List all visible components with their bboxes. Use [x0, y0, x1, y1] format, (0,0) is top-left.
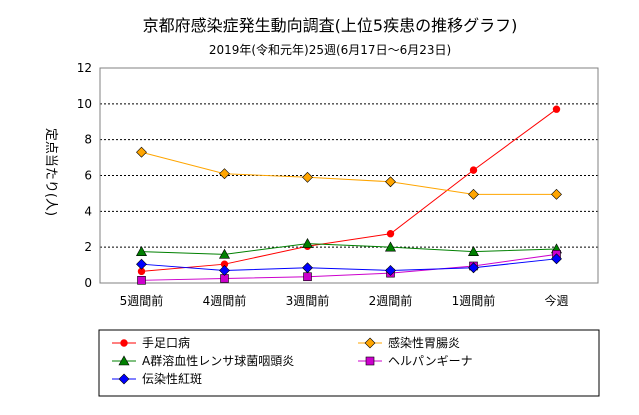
gridlines	[100, 103, 598, 248]
y-tick-label: 2	[84, 240, 92, 254]
x-tick-label: 2週間前	[369, 293, 413, 308]
data-point	[385, 176, 396, 188]
data-point	[135, 246, 148, 256]
x-tick-label: 5週間前	[120, 293, 164, 308]
y-tick-label: 6	[84, 169, 92, 183]
x-tick-label: 1週間前	[452, 293, 496, 308]
series-line	[141, 243, 557, 255]
data-point	[303, 272, 312, 282]
data-point	[136, 146, 147, 158]
legend-label: 伝染性紅斑	[142, 371, 202, 386]
legend-label: A群溶血性レンサ球菌咽頭炎	[142, 353, 294, 368]
data-point	[136, 258, 147, 270]
data-point	[302, 171, 313, 183]
data-point	[302, 262, 313, 274]
legend-label: 感染性胃腸炎	[388, 335, 460, 350]
data-point	[468, 262, 479, 274]
y-tick-label: 0	[84, 276, 92, 290]
series	[136, 146, 562, 200]
series-line	[141, 258, 557, 271]
y-tick-label: 4	[84, 204, 92, 218]
y-tick-label: 8	[84, 133, 92, 147]
series-group	[135, 105, 563, 285]
chart-subtitle: 2019年(令和元年)25週(6月17日～6月23日)	[209, 42, 451, 57]
y-axis: 0 2 4 6 8 10 12	[77, 61, 92, 290]
x-tick-label: 今週	[544, 293, 568, 308]
legend-item: 伝染性紅斑	[112, 371, 202, 386]
chart-title: 京都府感染症発生動向調査(上位5疾患の推移グラフ)	[143, 16, 518, 35]
data-point	[551, 188, 562, 200]
data-point	[301, 237, 314, 248]
legend-item: ヘルパンギーナ	[358, 354, 473, 368]
legend-label: ヘルパンギーナ	[388, 354, 473, 368]
data-point	[385, 265, 396, 276]
data-point	[469, 166, 478, 174]
data-point	[218, 248, 231, 259]
series-line	[141, 253, 557, 281]
data-point	[364, 337, 376, 349]
x-tick-label: 4週間前	[203, 293, 247, 308]
data-point	[386, 230, 395, 238]
series-line	[141, 108, 557, 272]
series	[136, 253, 562, 276]
legend-box	[98, 329, 600, 397]
legend-item: 感染性胃腸炎	[358, 335, 460, 350]
y-tick-label: 10	[77, 97, 92, 111]
series	[135, 237, 563, 259]
data-point	[551, 253, 562, 265]
data-point	[467, 246, 480, 256]
data-point	[219, 168, 230, 180]
x-axis: 5週間前 4週間前 3週間前 2週間前 1週間前 今週	[120, 293, 569, 308]
legend-item: A群溶血性レンサ球菌咽頭炎	[112, 353, 294, 368]
plot-area	[99, 67, 599, 284]
y-axis-label: 定点当たり(人)	[43, 128, 58, 216]
data-point	[219, 265, 230, 276]
x-tick-label: 3週間前	[286, 293, 330, 308]
data-point	[468, 188, 479, 200]
legend-item: 手足口病	[112, 335, 190, 350]
y-tick-label: 12	[77, 61, 92, 75]
data-point	[120, 339, 128, 347]
data-point	[118, 373, 130, 385]
series	[137, 250, 561, 285]
data-point	[137, 276, 146, 285]
series	[137, 105, 561, 276]
data-point	[365, 356, 375, 366]
series-line	[141, 151, 557, 195]
data-point	[118, 355, 130, 366]
data-point	[552, 105, 561, 113]
legend-label: 手足口病	[142, 335, 190, 350]
data-point	[384, 241, 397, 252]
